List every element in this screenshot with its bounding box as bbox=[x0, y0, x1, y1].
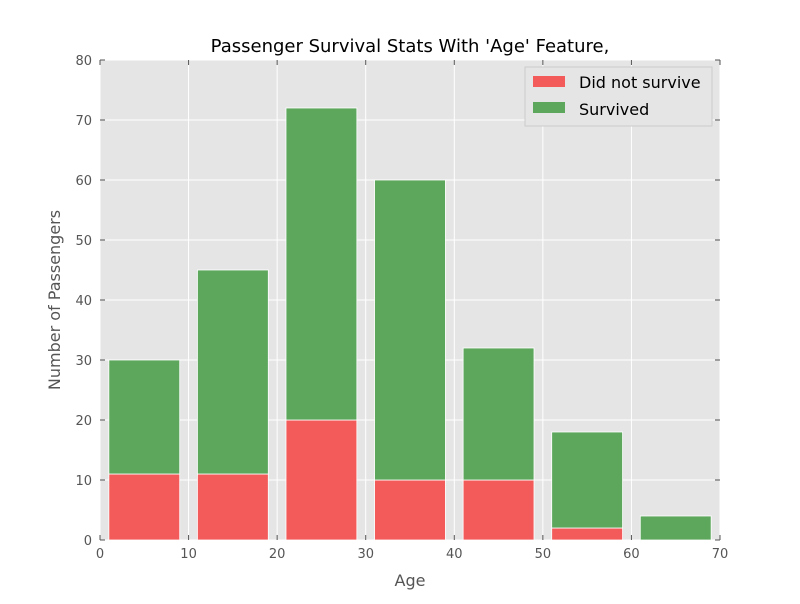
x-tick-label: 20 bbox=[269, 547, 286, 562]
bar-did-not-survive bbox=[285, 419, 358, 541]
x-tick-label: 0 bbox=[96, 547, 104, 562]
bar-survived bbox=[197, 269, 269, 475]
x-tick-label: 30 bbox=[357, 547, 374, 562]
tick-labels: 0 10 20 30 40 50 60 70 0 10 20 30 40 50 60 70 80 bbox=[75, 54, 728, 562]
x-axis-label: Age bbox=[395, 571, 426, 590]
bar-did-not-survive bbox=[197, 473, 269, 541]
bar-survived bbox=[551, 431, 623, 529]
tick-marks bbox=[99, 59, 721, 541]
y-tick-label: 0 bbox=[84, 534, 92, 549]
bar-survived bbox=[108, 359, 181, 475]
legend: Did not survive Survived bbox=[524, 66, 713, 127]
y-tick-label: 60 bbox=[75, 174, 92, 189]
bar-survived bbox=[639, 515, 712, 541]
y-tick-label: 70 bbox=[75, 114, 92, 129]
bar-survived bbox=[285, 107, 358, 421]
bar-did-not-survive bbox=[108, 473, 181, 541]
bar-did-not-survive bbox=[551, 527, 623, 541]
y-tick-label: 50 bbox=[75, 234, 92, 249]
x-tick-label: 50 bbox=[535, 547, 552, 562]
legend-swatch-survived bbox=[533, 102, 565, 113]
y-tick-label: 40 bbox=[75, 294, 92, 309]
y-axis-label: Number of Passengers bbox=[45, 210, 64, 390]
y-tick-label: 30 bbox=[75, 354, 92, 369]
bar-survived bbox=[462, 347, 535, 481]
x-tick-label: 70 bbox=[712, 547, 729, 562]
x-tick-label: 60 bbox=[623, 547, 640, 562]
bar-did-not-survive bbox=[374, 479, 446, 541]
y-tick-label: 20 bbox=[75, 414, 92, 429]
y-tick-label: 80 bbox=[75, 54, 92, 69]
x-tick-label: 10 bbox=[180, 547, 197, 562]
bar-did-not-survive bbox=[462, 479, 535, 541]
y-tick-label: 10 bbox=[75, 474, 92, 489]
legend-label-survived: Survived bbox=[579, 100, 649, 119]
legend-label-did-not-survive: Did not survive bbox=[579, 73, 701, 92]
legend-swatch-did-not-survive bbox=[533, 76, 565, 87]
chart-title: Passenger Survival Stats With 'Age' Feat… bbox=[211, 36, 610, 57]
bars bbox=[108, 107, 712, 541]
x-tick-label: 40 bbox=[446, 547, 463, 562]
bar-survived bbox=[374, 179, 446, 481]
